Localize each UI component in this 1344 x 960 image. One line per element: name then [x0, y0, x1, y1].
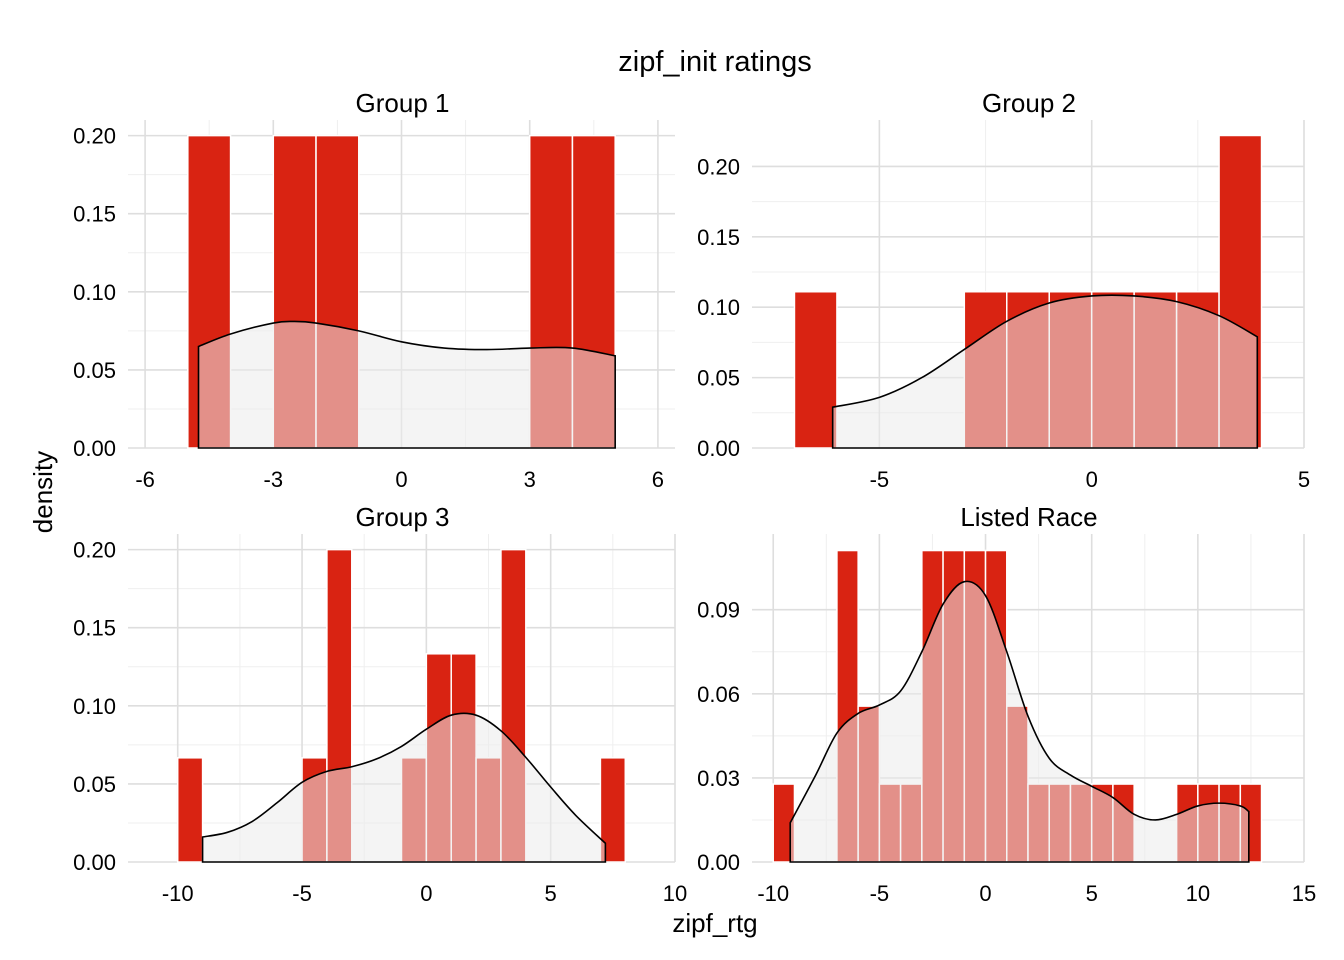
y-tick-label: 0.15	[73, 202, 116, 227]
density-curve	[201, 712, 607, 863]
x-tick-label: 0	[420, 881, 432, 906]
panel-group-1: 0.00 0.05 0.10 0.15 0.20 -6 -3 0 3 6 Group 1	[73, 88, 675, 492]
y-tick-label: 0.20	[73, 124, 116, 149]
x-tick-label: -6	[135, 467, 155, 492]
panel-title: Group 2	[982, 88, 1076, 118]
x-tick-label: -3	[264, 467, 284, 492]
x-tick-label: 0	[395, 467, 407, 492]
y-tick-label: 0.00	[697, 850, 740, 875]
x-tick-label: 5	[545, 881, 557, 906]
y-tick-label: 0.10	[73, 280, 116, 305]
y-tick-label: 0.00	[73, 850, 116, 875]
y-tick-label: 0.06	[697, 682, 740, 707]
density-curve	[197, 320, 616, 449]
x-tick-label: 10	[663, 881, 687, 906]
y-tick-label: 0.05	[73, 358, 116, 383]
panel-title: Group 3	[356, 502, 450, 532]
histogram-bar	[176, 757, 204, 863]
panel-title: Group 1	[356, 88, 450, 118]
y-tick-label: 0.10	[73, 694, 116, 719]
y-tick-label: 0.05	[697, 366, 740, 391]
x-tick-label: 10	[1186, 881, 1210, 906]
y-tick-label: 0.00	[73, 436, 116, 461]
x-tick-label: -10	[757, 881, 789, 906]
y-tick-label: 0.05	[73, 772, 116, 797]
panel-group-2: 0.00 0.05 0.10 0.15 0.20 -5 0 5 Group 2	[697, 88, 1310, 492]
x-tick-label: -5	[870, 881, 890, 906]
y-tick-label: 0.03	[697, 766, 740, 791]
y-tick-label: 0.15	[697, 225, 740, 250]
x-tick-label: 15	[1292, 881, 1316, 906]
x-tick-label: -5	[292, 881, 312, 906]
y-tick-label: 0.10	[697, 295, 740, 320]
x-tick-label: 3	[524, 467, 536, 492]
panel-title: Listed Race	[960, 502, 1097, 532]
y-axis-label: density	[28, 451, 58, 533]
x-tick-label: -10	[162, 881, 194, 906]
figure-title: zipf_init ratings	[618, 46, 811, 78]
x-tick-label: 5	[1086, 881, 1098, 906]
y-tick-label: 0.15	[73, 616, 116, 641]
y-tick-label: 0.20	[73, 538, 116, 563]
x-tick-label: 0	[1086, 467, 1098, 492]
x-tick-label: 5	[1298, 467, 1310, 492]
y-tick-label: 0.00	[697, 436, 740, 461]
panel-group-3: 0.00 0.05 0.10 0.15 0.20 -10 -5 0 5 10 Group 3	[73, 502, 687, 906]
panel-listed-race: 0.00 0.03 0.06 0.09 -10 -5 0 5 10 15 Listed Race	[697, 502, 1316, 906]
x-tick-label: -5	[870, 467, 890, 492]
x-tick-label: 0	[979, 881, 991, 906]
y-tick-label: 0.20	[697, 154, 740, 179]
density-curve	[831, 294, 1259, 449]
histogram-bar	[599, 757, 627, 863]
x-axis-label: zipf_rtg	[672, 908, 757, 938]
y-tick-label: 0.09	[697, 598, 740, 623]
density-curve	[789, 580, 1250, 863]
x-tick-label: 6	[652, 467, 664, 492]
histogram-bar	[793, 290, 838, 449]
